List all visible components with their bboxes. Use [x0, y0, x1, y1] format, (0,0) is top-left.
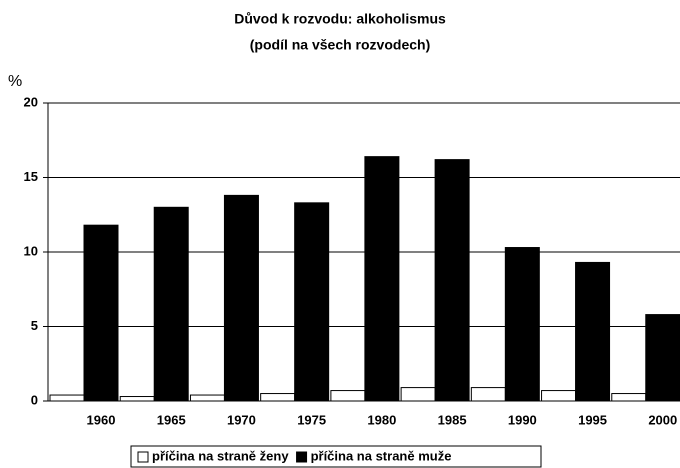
bar — [504, 247, 540, 402]
x-tick-label: 2000 — [648, 412, 677, 427]
y-tick-label: 10 — [24, 243, 38, 258]
x-tick-label: 1975 — [297, 412, 326, 427]
y-axis-label: % — [8, 73, 22, 90]
bar — [575, 261, 611, 402]
bar — [189, 394, 225, 402]
bar — [260, 393, 296, 402]
x-tick-label: 1995 — [578, 412, 607, 427]
x-tick-label: 1970 — [227, 412, 256, 427]
legend-label: příčina na straně muže — [311, 448, 452, 463]
bar — [400, 387, 436, 402]
x-tick-label: 1960 — [87, 412, 116, 427]
y-tick-label: 15 — [24, 169, 38, 184]
bar — [330, 390, 366, 402]
bar — [49, 394, 85, 402]
bar — [83, 224, 119, 402]
chart-subtitle: (podíl na všech rozvodech) — [250, 37, 430, 53]
x-tick-label: 1965 — [157, 412, 186, 427]
legend-swatch — [137, 451, 149, 463]
bar — [153, 206, 189, 402]
bar — [611, 393, 647, 402]
bar — [119, 396, 155, 402]
bar — [470, 387, 506, 402]
bar — [364, 156, 400, 402]
bar — [645, 314, 680, 402]
x-tick-label: 1980 — [367, 412, 396, 427]
bar — [434, 159, 470, 402]
y-tick-label: 20 — [24, 94, 38, 109]
legend-swatch — [296, 451, 308, 463]
bar — [541, 390, 577, 402]
x-tick-label: 1985 — [438, 412, 467, 427]
chart-title: Důvod k rozvodu: alkoholismus — [234, 11, 446, 27]
y-tick-label: 0 — [31, 392, 38, 407]
legend-label: příčina na straně ženy — [152, 448, 289, 463]
bar — [294, 202, 330, 402]
x-tick-label: 1990 — [508, 412, 537, 427]
bar — [223, 194, 259, 402]
legend-box — [130, 445, 542, 468]
y-tick-label: 5 — [31, 318, 38, 333]
